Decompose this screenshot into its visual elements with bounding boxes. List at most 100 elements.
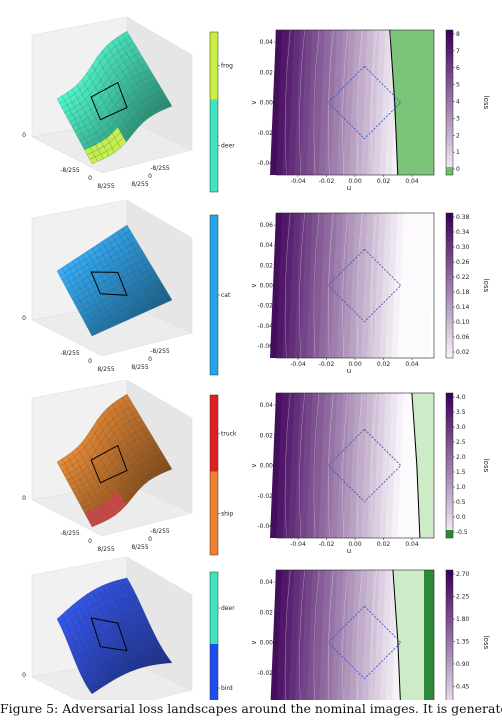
loss-color-step bbox=[446, 44, 453, 50]
class-colorbar: deer bird bbox=[209, 571, 235, 700]
decision-boundary bbox=[392, 569, 401, 700]
surface-cell bbox=[162, 658, 173, 664]
loss-color-step bbox=[446, 637, 453, 643]
class-label: bird bbox=[221, 685, 233, 692]
class-segment bbox=[210, 395, 218, 472]
loss-color-step bbox=[446, 73, 453, 79]
loss-color-step bbox=[446, 88, 453, 94]
perturbation-diamond bbox=[90, 444, 128, 484]
contour-band bbox=[331, 570, 344, 700]
loss-tick: 1.0 bbox=[456, 484, 466, 491]
u-axis-label: u bbox=[347, 184, 351, 192]
contour-band bbox=[415, 213, 429, 358]
loss-tick: 0.0 bbox=[456, 514, 466, 521]
loss-color-step bbox=[446, 333, 453, 340]
loss-color-step bbox=[446, 217, 453, 224]
contour-line bbox=[356, 569, 363, 700]
loss-bar-frame bbox=[445, 392, 454, 539]
loss-color-step bbox=[446, 338, 453, 344]
loss-color-step bbox=[446, 285, 453, 291]
loss-color-step bbox=[446, 304, 453, 311]
surface-tick: 8/255 bbox=[97, 183, 114, 190]
loss-tick: 2.0 bbox=[456, 454, 466, 461]
surface-cell bbox=[162, 463, 173, 472]
v-tick: -0.02 bbox=[257, 130, 273, 137]
contour-band bbox=[330, 30, 344, 175]
u-tick: 0.00 bbox=[348, 361, 362, 368]
loss-color-step bbox=[446, 213, 453, 219]
surface-tick: 8/255 bbox=[131, 364, 148, 371]
surface-cell bbox=[162, 294, 173, 303]
loss-color-step bbox=[446, 431, 453, 437]
loss-color-step bbox=[446, 49, 453, 55]
loss-tick: 0 bbox=[456, 166, 460, 173]
contour-band bbox=[313, 570, 326, 700]
loss-tick: -0.5 bbox=[456, 529, 468, 536]
loss-color-step bbox=[446, 117, 453, 123]
contour-band bbox=[330, 393, 344, 538]
loss-color-step bbox=[446, 465, 453, 471]
loss-color-step bbox=[446, 324, 453, 330]
figure-row: 0-8/25508/255-8/25508/255truckship0.040.… bbox=[22, 379, 490, 556]
loss-tick: 0.90 bbox=[456, 661, 470, 668]
v-tick: 0.04 bbox=[260, 39, 274, 46]
class-label: ship bbox=[221, 510, 234, 517]
contour-line bbox=[284, 29, 291, 176]
loss-axis-label: loss bbox=[482, 636, 490, 650]
contour-line bbox=[371, 392, 377, 539]
loss-color-step bbox=[446, 30, 453, 36]
loss-bar-frame bbox=[445, 569, 454, 700]
loss-tick: 3.0 bbox=[456, 424, 466, 431]
loss-tick: 8 bbox=[456, 31, 460, 38]
contour-band bbox=[282, 393, 296, 538]
surface-z-tick: 0 bbox=[22, 672, 26, 679]
surface-tick: 0 bbox=[148, 536, 152, 543]
loss-colorbar: 2.702.251.801.350.900.450.00loss bbox=[445, 569, 490, 700]
u-tick: 0.04 bbox=[405, 178, 419, 185]
u-tick: 0.04 bbox=[405, 361, 419, 368]
contour-band bbox=[397, 393, 411, 538]
class-colorbar: truck ship bbox=[209, 394, 237, 556]
contour-line bbox=[371, 569, 377, 700]
contour-band bbox=[330, 213, 344, 358]
loss-bar-frame bbox=[445, 29, 454, 176]
loss-color-step bbox=[446, 78, 453, 84]
u-tick: 0.02 bbox=[377, 178, 391, 185]
contour-line bbox=[385, 212, 392, 359]
decision-boundary bbox=[389, 29, 399, 176]
class-label: cat bbox=[221, 292, 231, 299]
v-tick: 0.04 bbox=[260, 242, 274, 249]
loss-axis-label: loss bbox=[482, 279, 490, 293]
loss-tick: 3.5 bbox=[456, 409, 466, 416]
contour-line bbox=[342, 212, 349, 359]
surface-tick: -8/255 bbox=[60, 350, 80, 357]
contour-band bbox=[324, 393, 338, 538]
contour-band bbox=[337, 570, 350, 700]
eps-ball-diamond bbox=[327, 605, 402, 680]
contour-band bbox=[319, 570, 332, 700]
eps-ball-diamond bbox=[327, 65, 402, 140]
loss-color-step bbox=[446, 623, 453, 629]
u-tick: -0.02 bbox=[319, 178, 335, 185]
loss-color-step bbox=[446, 314, 453, 320]
contour-band bbox=[300, 30, 314, 175]
contour-line bbox=[385, 392, 392, 539]
u-axis-label: u bbox=[347, 367, 351, 375]
contour-line bbox=[284, 212, 291, 359]
contour-band bbox=[421, 213, 435, 358]
figure-row: 0-8/25508/255-8/25508/255cat0.060.040.02… bbox=[22, 199, 490, 376]
perturbation-diamond bbox=[90, 271, 128, 296]
loss-color-step bbox=[446, 499, 453, 505]
contour-band bbox=[336, 30, 350, 175]
surface-tick: 0 bbox=[88, 538, 92, 545]
contour-band bbox=[300, 213, 314, 358]
loss-color-step bbox=[446, 160, 453, 166]
contour-band bbox=[409, 213, 423, 358]
contour-band bbox=[349, 570, 363, 700]
surface-z-tick: 0 bbox=[22, 495, 26, 502]
loss-color-step bbox=[446, 460, 453, 466]
surface-tick: -8/255 bbox=[150, 348, 170, 355]
contour-band bbox=[282, 213, 296, 358]
